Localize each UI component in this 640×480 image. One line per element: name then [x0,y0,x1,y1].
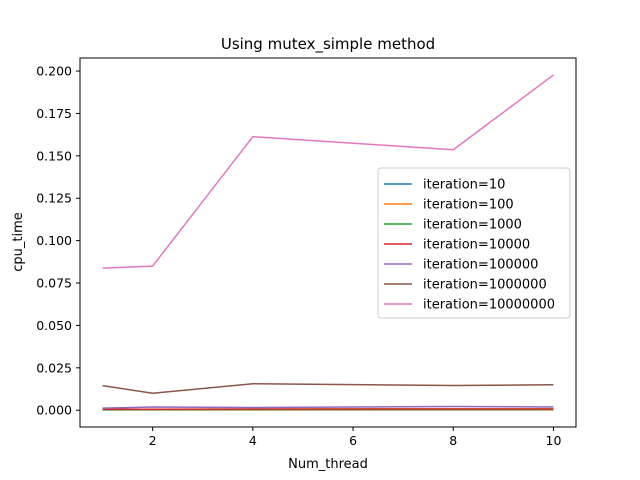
legend-entry-0: iteration=10 [423,178,505,193]
y-tick-label-1: 0.025 [36,360,72,375]
x-tick-label-2: 6 [349,433,357,448]
x-axis: 2 4 6 8 10 [149,427,562,448]
x-tick-label-0: 2 [149,433,157,448]
plot-lines [102,74,554,411]
y-tick-label-3: 0.075 [36,276,72,291]
y-tick-label-4: 0.100 [36,233,72,248]
x-tick-label-3: 8 [449,433,457,448]
y-tick-label-0: 0.000 [36,403,72,418]
legend-entry-2: iteration=1000 [423,218,522,233]
plot-frame [79,57,577,428]
legend-box [377,167,571,319]
legend-entry-4: iteration=100000 [423,258,538,273]
series-line-3 [102,408,554,411]
y-axis-label: cpu_time [11,212,26,272]
y-axis: 0.000 0.025 0.050 0.075 0.100 0.125 0.150 0.175… [36,64,80,418]
y-tick-label-5: 0.125 [36,191,72,206]
x-axis-label: Num_thread [288,457,368,472]
y-tick-label-7: 0.175 [36,106,72,121]
x-tick-label-1: 4 [249,433,257,448]
legend-entry-6: iteration=10000000 [423,298,555,313]
series-line-4 [102,405,554,409]
legend-entry-5: iteration=1000000 [423,278,547,293]
series-line-6 [102,74,554,269]
x-tick-label-4: 10 [546,433,562,448]
y-tick-label-2: 0.050 [36,318,72,333]
series-line-5 [102,383,554,394]
legend-entry-1: iteration=100 [423,198,514,213]
chart-title: Using mutex_simple method [221,35,435,54]
y-tick-label-8: 0.200 [36,64,72,79]
legend: iteration=10 iteration=100 iteration=1000 i… [377,167,571,319]
legend-entry-3: iteration=10000 [423,238,530,253]
y-tick-label-6: 0.150 [36,148,72,163]
